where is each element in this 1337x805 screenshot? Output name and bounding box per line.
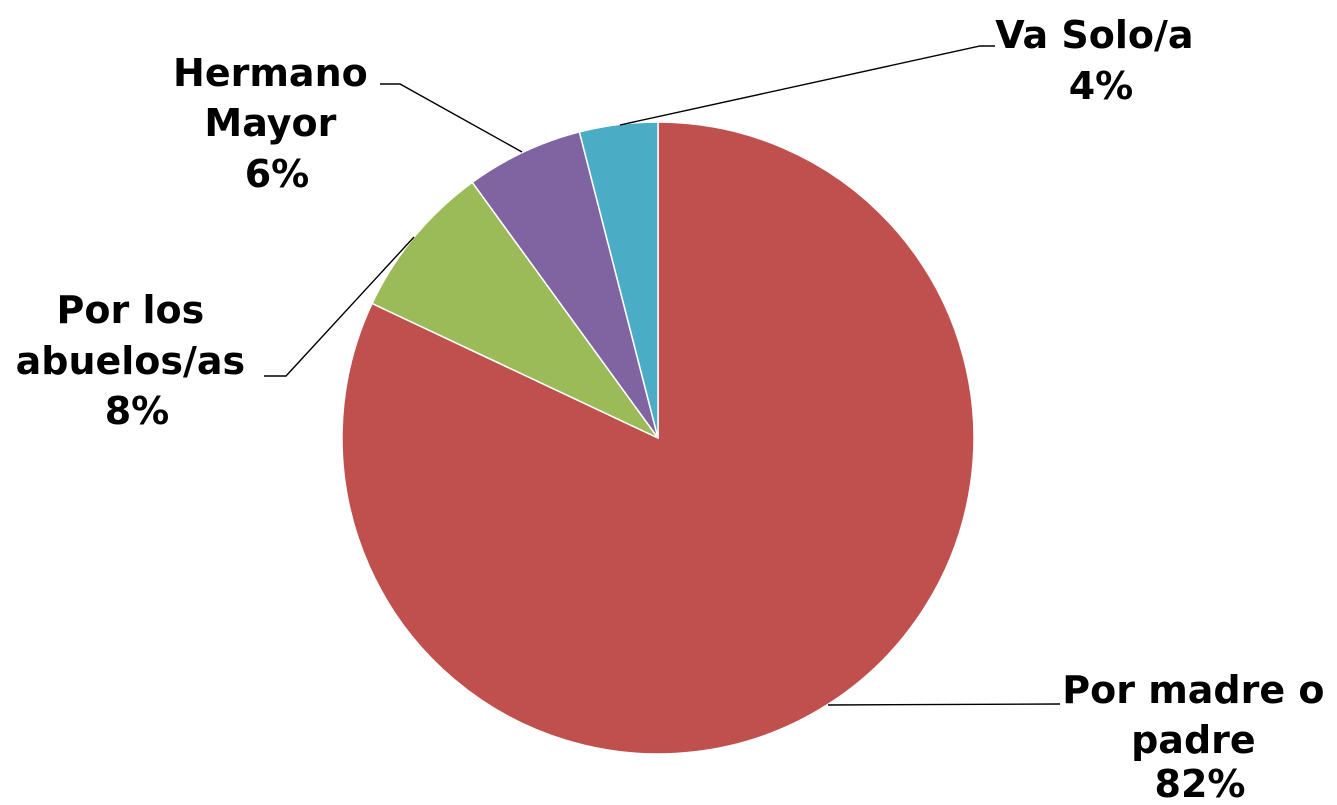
leader-line-va-solo [619, 45, 995, 126]
leader-line-por-madre-o-padre [827, 703, 1061, 706]
slice-label-por-los-abuelos: Por los abuelos/as 8% [16, 288, 259, 433]
leader-line-hermano-mayor [380, 83, 523, 153]
leader-line-por-los-abuelos [264, 236, 415, 377]
slice-label-va-solo: Va Solo/a 4% [995, 13, 1207, 108]
slice-label-hermano-mayor: Hermano Mayor 6% [173, 51, 381, 196]
pie-slice-va-solo-a [578, 121, 659, 439]
pie-slice-por-los-abuelos-as [371, 181, 659, 439]
leaders-layer [264, 45, 1061, 706]
slice-label-por-madre-o-padre: Por madre o padre 82% [1062, 668, 1337, 805]
pie-slice-hermano-mayor [471, 131, 659, 439]
slices-layer [341, 121, 975, 755]
